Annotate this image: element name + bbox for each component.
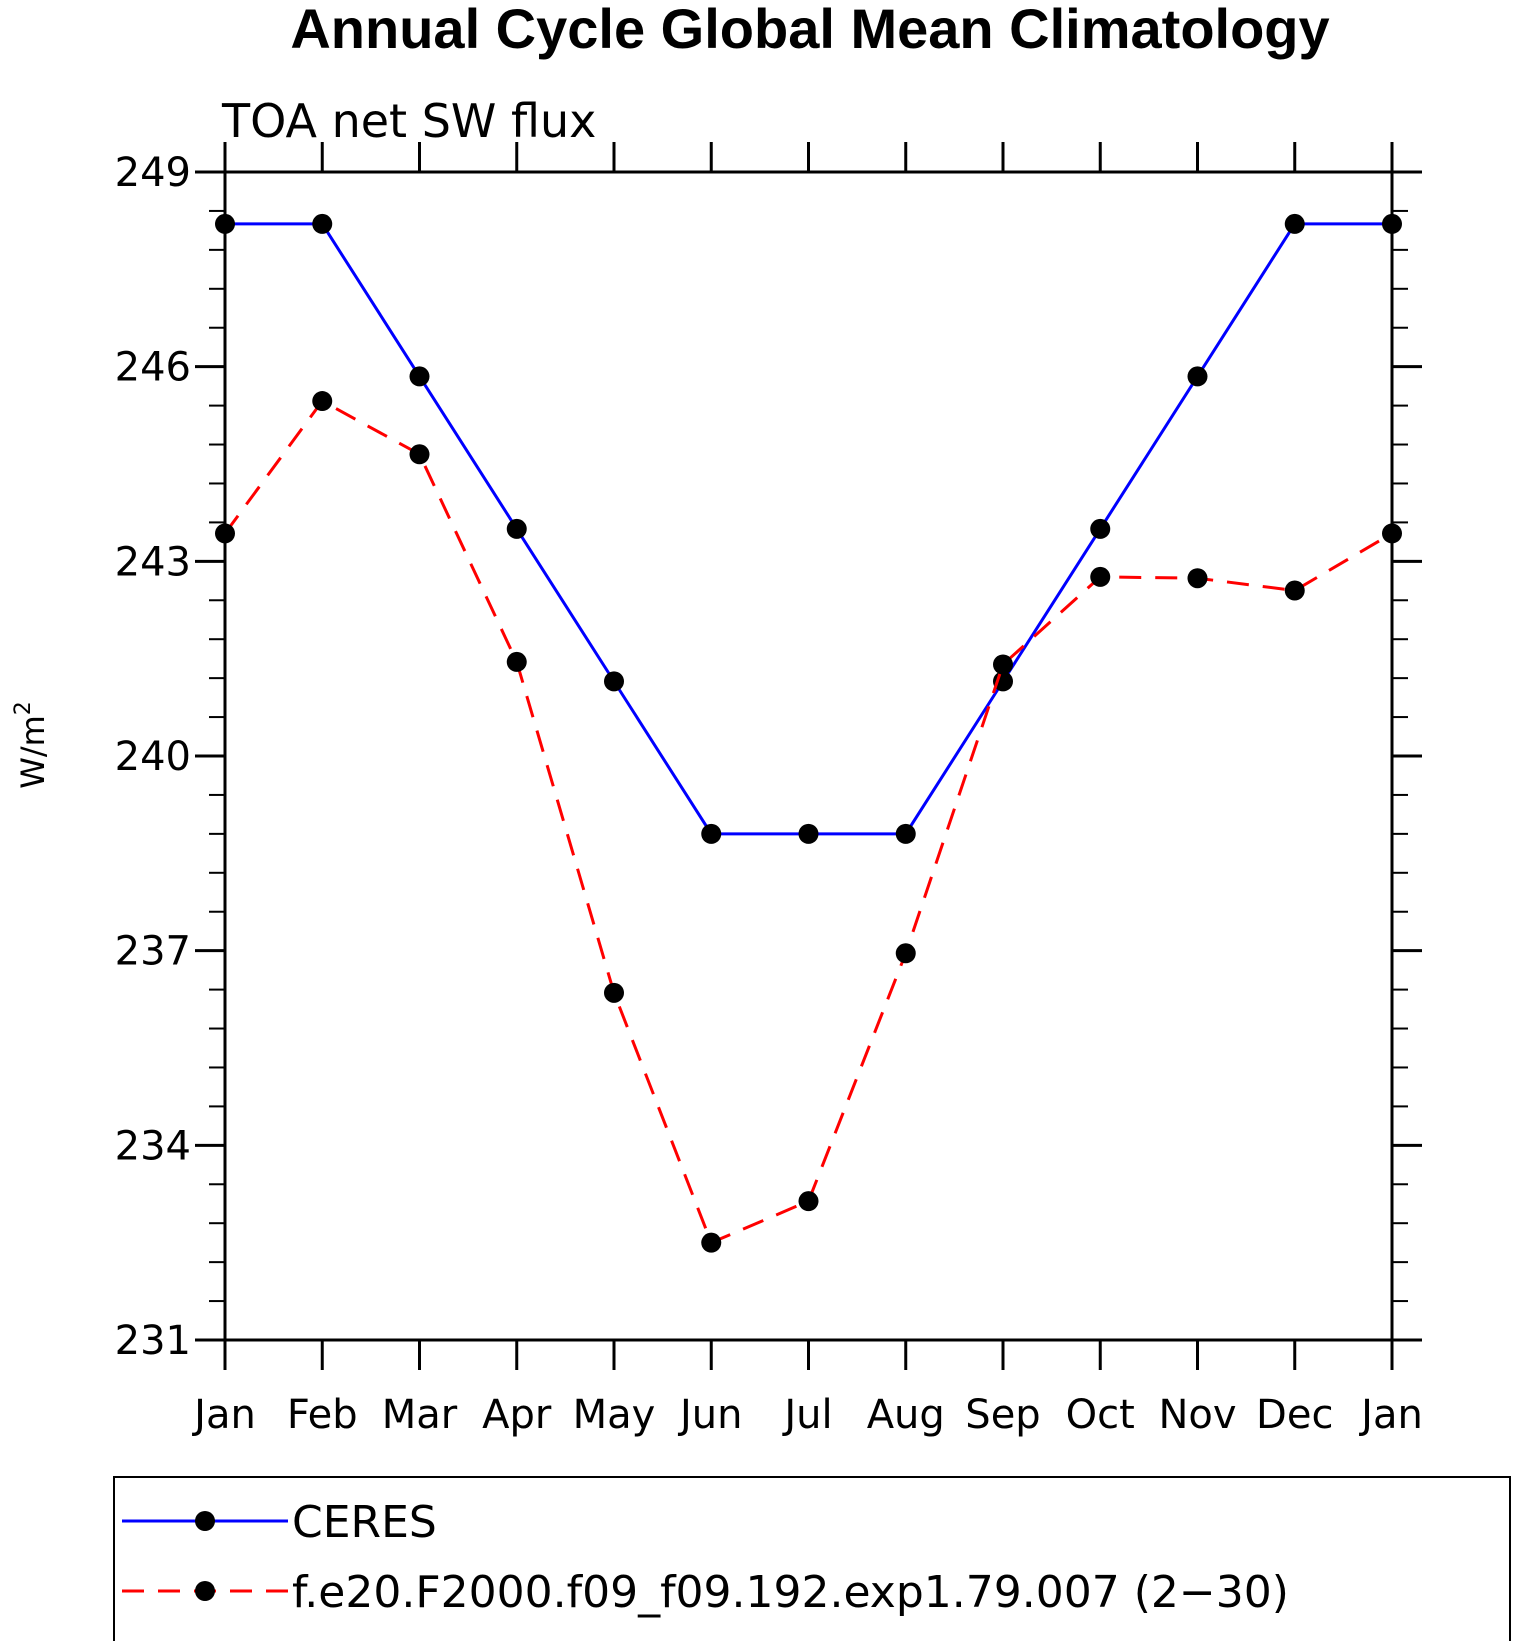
- legend-box: [113, 1476, 1511, 1641]
- series-1-point: [798, 1191, 819, 1212]
- series-1-point: [993, 654, 1013, 675]
- y-axis-label-superscript: 2: [11, 701, 36, 715]
- series-line-0: [225, 222, 1392, 836]
- y-tick-label: 231: [115, 1318, 191, 1364]
- legend-label-ceres: CERES: [292, 1497, 437, 1548]
- series-0-point: [604, 671, 624, 692]
- y-tick-labels: 231 234 237 240 243 246 249: [115, 150, 191, 1364]
- x-tick-labels: Jan Feb Mar Apr May Jun Jul Aug Sep Oct Nov Dec Jan: [191, 1392, 1423, 1438]
- y-tick-label: 240: [115, 734, 191, 780]
- series-0-point: [1090, 518, 1111, 539]
- y-axis-label-base: W/m: [14, 715, 52, 789]
- series-0-point: [895, 823, 916, 844]
- legend: CERES f.e20.F2000.f09_f09.192.exp1.79.00…: [113, 1476, 1511, 1641]
- series-0-point: [798, 823, 819, 844]
- x-tick-label: Jul: [781, 1392, 832, 1438]
- series-line-1: [223, 399, 1393, 1245]
- series-0-point: [1284, 213, 1305, 234]
- chart-subtitle: TOA net SW flux: [221, 94, 596, 148]
- series-1-point: [506, 651, 527, 672]
- x-tick-label: Sep: [965, 1392, 1040, 1438]
- legend-label-model: f.e20.F2000.f09_f09.192.exp1.79.007 (2−3…: [292, 1567, 1289, 1618]
- x-tick-label: Jan: [1358, 1392, 1423, 1438]
- x-tick-label: Jan: [191, 1392, 256, 1438]
- y-tick-label: 249: [115, 150, 191, 196]
- series-1-point: [701, 1232, 722, 1253]
- y-tick-label: 246: [115, 345, 191, 391]
- x-tick-label: Nov: [1158, 1392, 1236, 1438]
- series-0-point: [506, 518, 527, 539]
- x-tick-label: May: [573, 1392, 656, 1438]
- series-1-point: [409, 444, 430, 465]
- series-0-point: [701, 823, 722, 844]
- series-1-point: [1187, 568, 1208, 589]
- series-1-point: [604, 982, 624, 1003]
- axis-ticks: [195, 142, 1422, 1370]
- series-1-point: [895, 943, 916, 964]
- x-tick-label: Mar: [382, 1392, 458, 1438]
- series-0-point: [409, 366, 430, 387]
- y-tick-label: 234: [115, 1123, 191, 1169]
- y-tick-label: 237: [115, 929, 191, 975]
- x-tick-label: Oct: [1066, 1392, 1135, 1438]
- legend-marker-ceres: [195, 1511, 215, 1531]
- legend-marker-model: [195, 1581, 215, 1601]
- plot-frame: [223, 170, 1394, 1342]
- x-tick-label: Apr: [482, 1392, 552, 1438]
- series-1-point: [1284, 580, 1305, 601]
- series-layer: [215, 213, 1402, 1253]
- x-tick-label: Aug: [867, 1392, 945, 1438]
- series-0-point: [1187, 366, 1208, 387]
- y-tick-label: 243: [115, 539, 191, 585]
- x-tick-label: Feb: [287, 1392, 358, 1438]
- x-tick-label: Dec: [1256, 1392, 1333, 1438]
- y-axis-label: W/m2: [11, 701, 52, 789]
- series-0-point: [312, 213, 333, 234]
- x-tick-label: Jun: [677, 1392, 743, 1438]
- series-1-point: [1090, 566, 1111, 587]
- series-1-point: [312, 391, 333, 412]
- chart-title: Annual Cycle Global Mean Climatology: [290, 0, 1329, 60]
